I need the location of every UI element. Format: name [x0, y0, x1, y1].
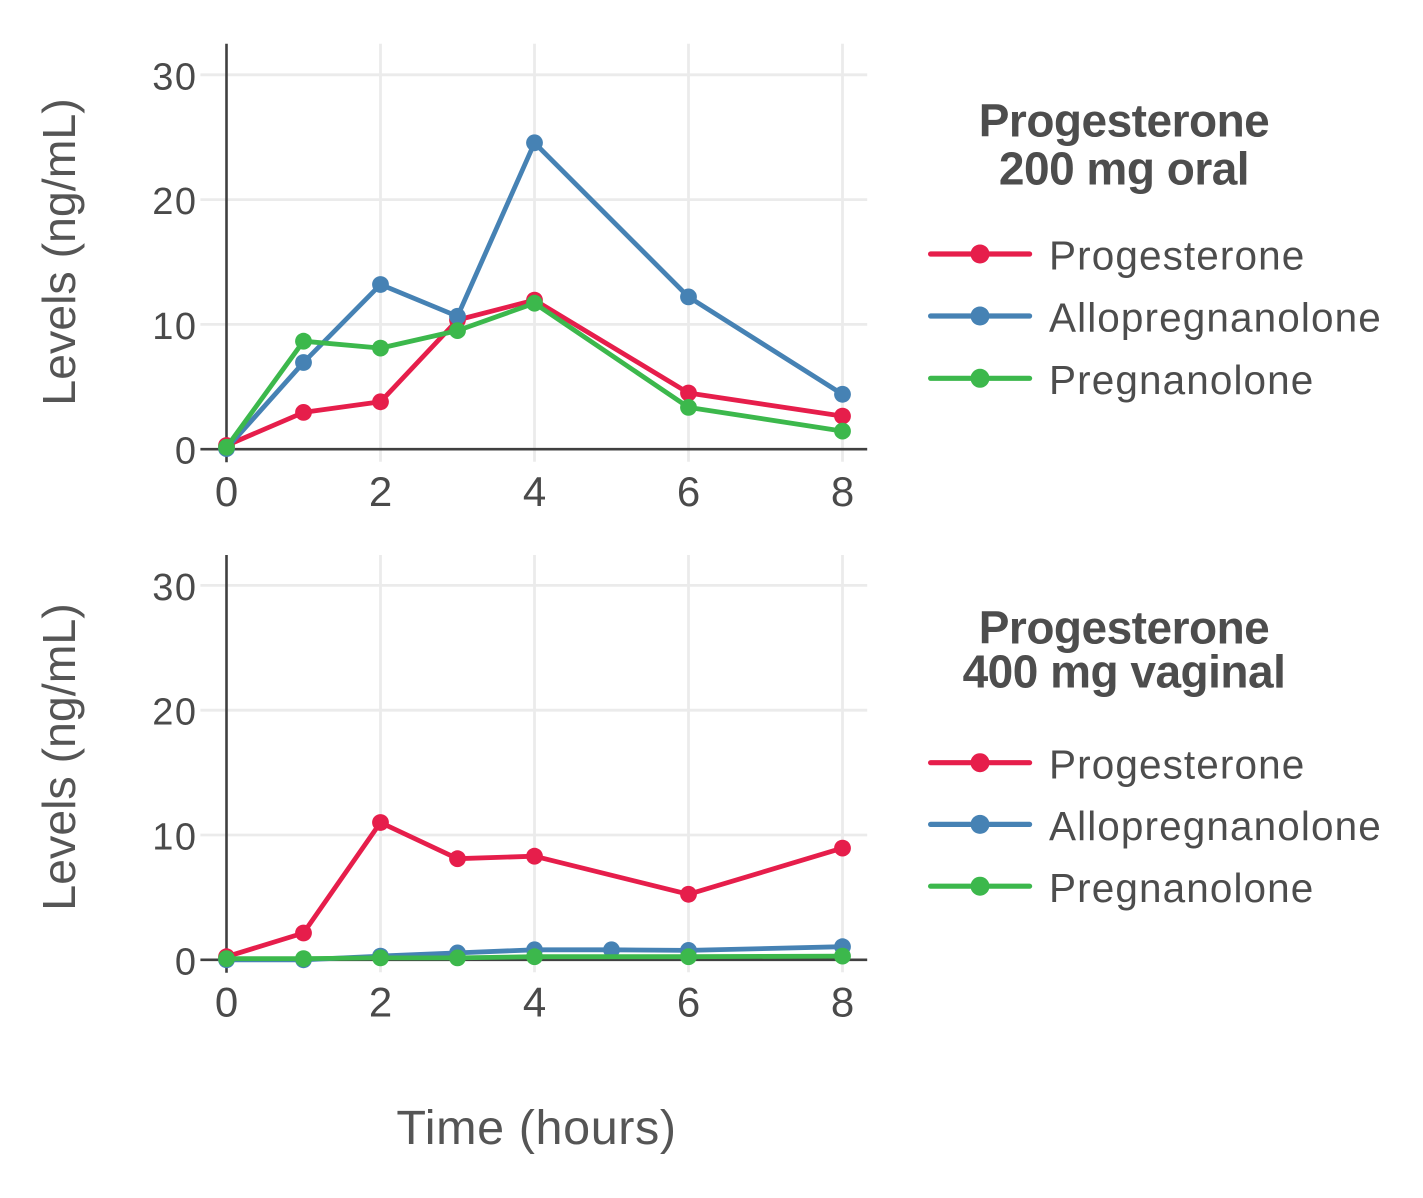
svg-text:10: 10 [152, 817, 197, 859]
svg-text:Time (hours): Time (hours) [396, 1101, 676, 1155]
svg-text:0: 0 [175, 431, 198, 473]
svg-text:6: 6 [677, 979, 700, 1026]
svg-text:0: 0 [175, 941, 198, 983]
svg-text:30: 30 [152, 56, 197, 98]
svg-text:4: 4 [523, 979, 546, 1026]
svg-text:200 mg oral: 200 mg oral [999, 143, 1249, 195]
svg-text:Progesterone: Progesterone [1049, 233, 1305, 279]
svg-text:Allopregnanolone: Allopregnanolone [1049, 803, 1382, 849]
svg-text:0: 0 [215, 468, 238, 515]
svg-text:2: 2 [369, 979, 392, 1026]
svg-text:Progesterone: Progesterone [979, 95, 1270, 147]
svg-text:20: 20 [152, 181, 197, 223]
svg-text:6: 6 [677, 468, 700, 515]
svg-text:Pregnanolone: Pregnanolone [1049, 357, 1314, 403]
svg-text:Progesterone: Progesterone [979, 602, 1270, 654]
svg-text:Progesterone: Progesterone [1049, 741, 1305, 787]
svg-text:Pregnanolone: Pregnanolone [1049, 865, 1314, 911]
svg-text:400 mg vaginal: 400 mg vaginal [963, 645, 1286, 697]
svg-text:8: 8 [831, 468, 854, 515]
svg-text:4: 4 [523, 468, 546, 515]
svg-text:Levels (ng/mL): Levels (ng/mL) [33, 603, 85, 911]
svg-text:8: 8 [831, 979, 854, 1026]
svg-text:Allopregnanolone: Allopregnanolone [1049, 295, 1382, 341]
svg-text:0: 0 [215, 979, 238, 1026]
svg-text:2: 2 [369, 468, 392, 515]
svg-text:30: 30 [152, 567, 197, 609]
svg-text:Levels (ng/mL): Levels (ng/mL) [33, 98, 85, 406]
svg-text:10: 10 [152, 306, 197, 348]
svg-text:20: 20 [152, 692, 197, 734]
